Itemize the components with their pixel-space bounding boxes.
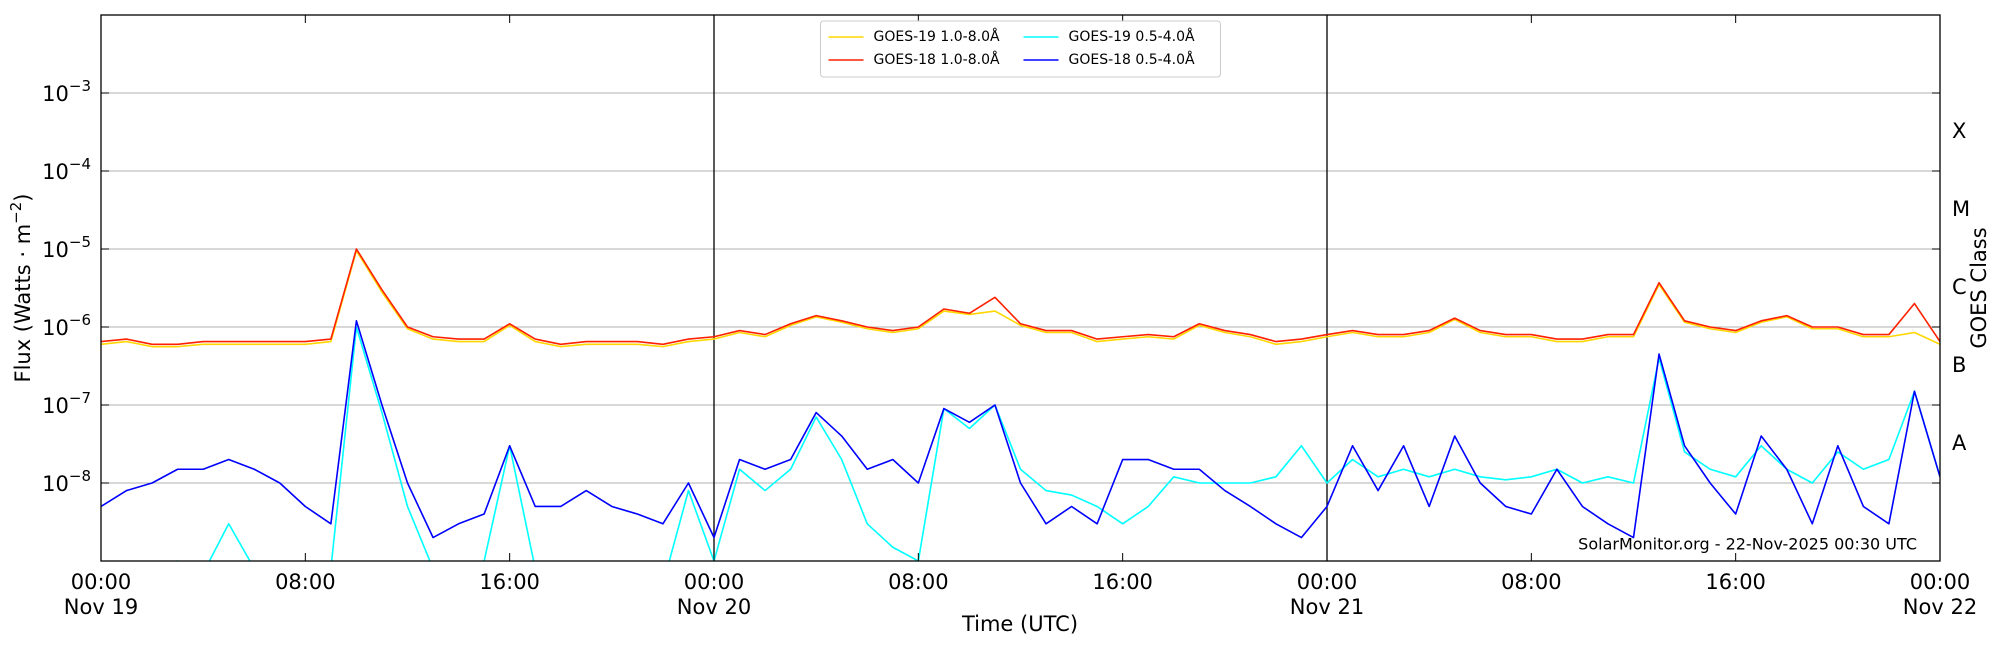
y-tick-base: 10 bbox=[42, 316, 69, 340]
y-tick-exponent: −5 bbox=[69, 233, 91, 251]
y-tick-label: 10−7 bbox=[42, 389, 91, 418]
x-tick-label-line: Nov 22 bbox=[1903, 595, 1977, 619]
x-tick-label-line: 08:00 bbox=[275, 570, 336, 594]
x-tick-label-line: 00:00 bbox=[71, 570, 132, 594]
x-tick-label-line: 00:00 bbox=[1297, 570, 1358, 594]
y-tick-exponent: −3 bbox=[69, 77, 91, 95]
x-tick-label-line: 16:00 bbox=[1705, 570, 1766, 594]
x-tick-label: 00:00 Nov 21 bbox=[1290, 570, 1364, 619]
y-tick-exponent: −6 bbox=[69, 311, 91, 329]
y-tick-label: 10−5 bbox=[42, 233, 91, 262]
y2-tick-label: A bbox=[1952, 431, 1967, 455]
x-tick-label: 08:00 bbox=[275, 570, 336, 594]
plot-frame bbox=[100, 14, 1941, 562]
x-tick-label: 00:00 Nov 22 bbox=[1903, 570, 1977, 619]
x-tick-label-line: 00:00 bbox=[1910, 570, 1971, 594]
series-line bbox=[101, 320, 1940, 539]
y2-tick-label: M bbox=[1952, 197, 1970, 221]
series-line bbox=[101, 249, 1940, 348]
y-tick-base: 10 bbox=[42, 238, 69, 262]
x-tick-label: 16:00 bbox=[1705, 570, 1766, 594]
legend-box bbox=[820, 20, 1221, 78]
legend-label: GOES-18 0.5-4.0Å bbox=[1069, 51, 1195, 68]
grid bbox=[101, 15, 1940, 561]
y-tick-exponent: −8 bbox=[69, 467, 91, 485]
x-tick-label-line: 08:00 bbox=[888, 570, 949, 594]
y2-tick-label: B bbox=[1952, 353, 1966, 377]
y-tick-base: 10 bbox=[42, 160, 69, 184]
series-line bbox=[101, 326, 1940, 561]
x-axis-title: Time (UTC) bbox=[961, 612, 1078, 636]
x-tick-label-line: Nov 19 bbox=[64, 595, 138, 619]
legend: GOES-19 1.0-8.0Å GOES-18 1.0-8.0Å GOES-19 … bbox=[820, 20, 1221, 78]
y-tick-base: 10 bbox=[42, 472, 69, 496]
y-axis-title-part: ) bbox=[11, 193, 35, 201]
legend-label: GOES-18 1.0-8.0Å bbox=[874, 51, 1000, 68]
x-tick-label: 16:00 bbox=[479, 570, 540, 594]
y-tick-label: 10−8 bbox=[42, 467, 91, 496]
x-tick-label: 00:00 Nov 19 bbox=[64, 570, 138, 619]
x-tick-label-line: Nov 20 bbox=[677, 595, 751, 619]
x-tick-label: 08:00 bbox=[1501, 570, 1562, 594]
y2-axis-title: GOES Class bbox=[1967, 227, 1991, 348]
annotation: SolarMonitor.org - 22-Nov-2025 00:30 UTC bbox=[1578, 535, 1917, 554]
x-tick-label-line: 00:00 bbox=[684, 570, 745, 594]
y2-tick-label: X bbox=[1952, 119, 1966, 143]
y-tick-label: 10−3 bbox=[42, 77, 91, 106]
y-axis-title-exponent: −2 bbox=[7, 202, 25, 224]
y-tick-base: 10 bbox=[42, 394, 69, 418]
y-axis-title: Flux (Watts · m−2) bbox=[7, 193, 35, 382]
y2-tick-label: C bbox=[1952, 275, 1967, 299]
y-tick-label: 10−6 bbox=[42, 311, 91, 340]
plot-area bbox=[101, 248, 1940, 561]
y-axis-title-part: Flux (Watts · m bbox=[11, 224, 35, 383]
y-tick-exponent: −7 bbox=[69, 389, 91, 407]
x-tick-label: 00:00 Nov 20 bbox=[677, 570, 751, 619]
y-tick-base: 10 bbox=[42, 82, 69, 106]
x-tick-label-line: 16:00 bbox=[1092, 570, 1153, 594]
x-tick-label-line: 16:00 bbox=[479, 570, 540, 594]
x-tick-label: 08:00 bbox=[888, 570, 949, 594]
series-line bbox=[101, 248, 1940, 346]
legend-label: GOES-19 1.0-8.0Å bbox=[874, 28, 1000, 45]
x-tick-label-line: Nov 21 bbox=[1290, 595, 1364, 619]
y-tick-label: 10−4 bbox=[42, 155, 91, 184]
y-tick-exponent: −4 bbox=[69, 155, 91, 173]
x-tick-label: 16:00 bbox=[1092, 570, 1153, 594]
legend-label: GOES-19 0.5-4.0Å bbox=[1069, 28, 1195, 45]
x-tick-label-line: 08:00 bbox=[1501, 570, 1562, 594]
